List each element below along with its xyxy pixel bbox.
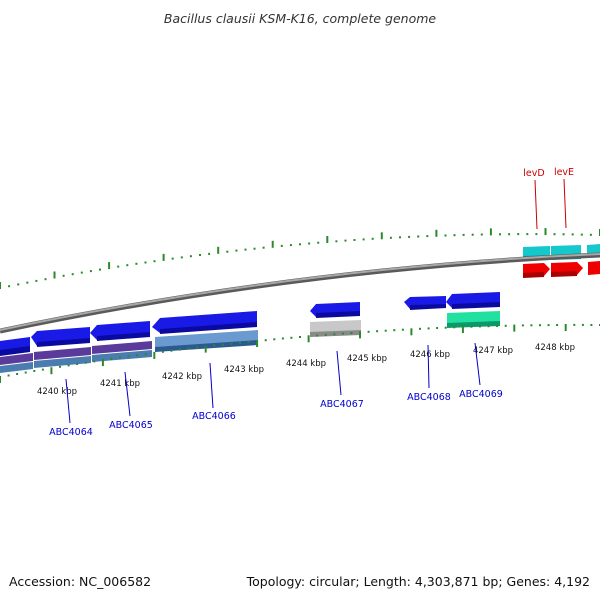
label-levD[interactable]: levD (523, 168, 544, 179)
gene-ABC4067-arrow[interactable] (310, 302, 360, 318)
tick-label-4240: 4240 kbp (37, 387, 77, 397)
gene-labels: ABC4064 ABC4065 ABC4066 ABC4067 ABC4068 … (49, 167, 574, 438)
gene-ABC4064-steel[interactable] (0, 350, 152, 373)
gene-ABC4067-grey[interactable] (310, 320, 361, 337)
lower-gene-track (0, 292, 500, 373)
label-levE[interactable]: levE (554, 167, 574, 178)
gene-levD-arrow[interactable] (523, 263, 550, 278)
label-ABC4066[interactable]: ABC4066 (192, 411, 236, 422)
label-ABC4064[interactable]: ABC4064 (49, 427, 93, 438)
gene-levE-arrow[interactable] (551, 262, 583, 277)
scale-labels: 4240 kbp 4241 kbp 4242 kbp 4243 kbp 4244… (37, 343, 575, 397)
upper-gene-track (523, 244, 600, 278)
leader-levD (534, 179, 538, 230)
label-ABC4067[interactable]: ABC4067 (320, 399, 364, 410)
gene-ABC4066-arrow[interactable] (152, 311, 257, 334)
gene-ABC4064-arrow-b[interactable] (31, 327, 90, 347)
tick-label-4246: 4246 kbp (410, 350, 450, 360)
gene-ABC4068-arrow[interactable] (404, 296, 446, 310)
leader-ABC4068 (427, 344, 430, 389)
label-ABC4065[interactable]: ABC4065 (109, 420, 153, 431)
tick-label-4248: 4248 kbp (535, 343, 575, 353)
tick-label-4242: 4242 kbp (162, 372, 202, 382)
leader-ABC4067 (336, 350, 342, 396)
genome-backbone (0, 252, 600, 334)
gene-ABC4065-arrow[interactable] (90, 321, 150, 341)
genome-summary: Topology: circular; Length: 4,303,871 bp… (246, 574, 590, 589)
leader-ABC4069 (474, 342, 481, 386)
tick-label-4245: 4245 kbp (347, 354, 387, 364)
gene-ABC4069-arrow[interactable] (446, 292, 500, 309)
tick-label-4243: 4243 kbp (224, 365, 264, 375)
gene-ABC4064-purple[interactable] (0, 341, 152, 365)
label-ABC4069[interactable]: ABC4069 (459, 389, 503, 400)
gene-red-edge[interactable] (588, 261, 600, 275)
gene-ABC4069-green[interactable] (447, 311, 500, 328)
inner-tick-track (0, 323, 600, 383)
leader-levE (563, 178, 567, 229)
tick-label-4241: 4241 kbp (100, 379, 140, 389)
gene-ABC4064-arrow-a[interactable] (0, 337, 30, 356)
leader-ABC4066 (209, 362, 214, 409)
label-ABC4068[interactable]: ABC4068 (407, 392, 451, 403)
leader-ABC4064 (65, 378, 71, 424)
accession-label: Accession: NC_006582 (9, 574, 151, 589)
tick-label-4244: 4244 kbp (286, 359, 326, 369)
map-title: Bacillus clausii KSM-K16, complete genom… (164, 11, 437, 26)
outer-tick-track (0, 228, 600, 289)
leader-ABC4065 (124, 371, 131, 417)
tick-label-4247: 4247 kbp (473, 346, 513, 356)
